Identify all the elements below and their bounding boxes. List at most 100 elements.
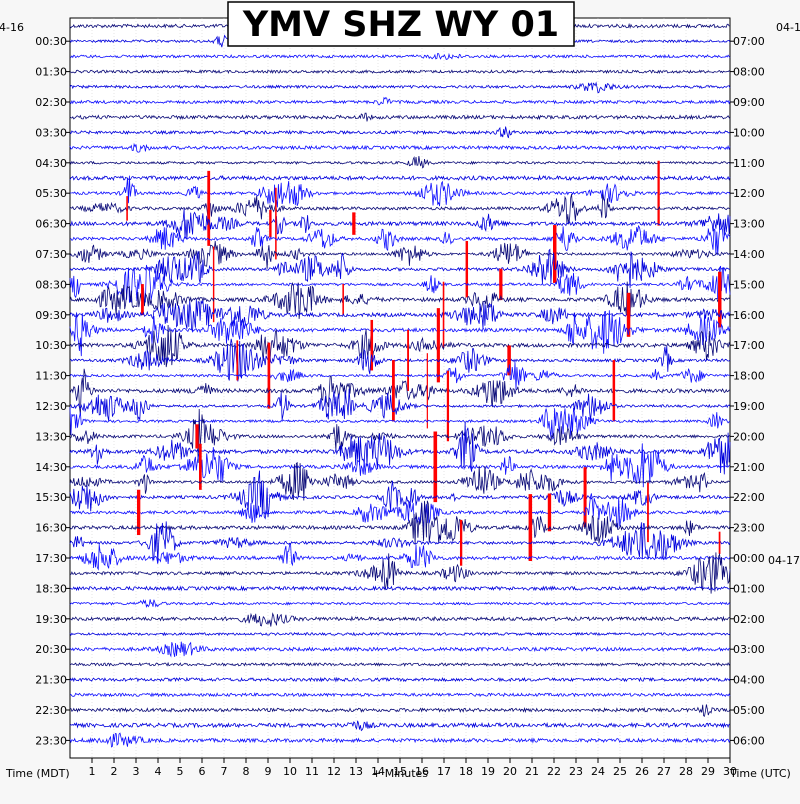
x-tick-label: 25 xyxy=(613,765,627,778)
left-time-label: 09:30 xyxy=(35,309,67,322)
x-tick-label: 15 xyxy=(393,765,407,778)
left-time-label: 16:30 xyxy=(35,522,67,535)
left-time-label: 18:30 xyxy=(35,582,67,595)
seismic-trace xyxy=(69,208,731,240)
x-tick-label: 28 xyxy=(679,765,693,778)
x-tick-label: 10 xyxy=(283,765,297,778)
x-tick-label: 12 xyxy=(327,765,341,778)
right-time-label: 16:00 xyxy=(733,309,765,322)
seismic-trace xyxy=(69,310,731,357)
right-time-label: 09:00 xyxy=(733,96,765,109)
left-time-label: 05:30 xyxy=(35,187,67,200)
seismic-trace xyxy=(70,704,731,717)
left-time-label: 22:30 xyxy=(35,704,67,717)
left-time-label: 21:30 xyxy=(35,674,67,687)
right-time-label: 15:00 xyxy=(733,278,765,291)
seismic-trace xyxy=(69,281,731,319)
seismic-traces xyxy=(69,22,731,748)
left-time-labels: 00:30 01:30 02:30 03:30 04:30 05:30 06:30 07:30… xyxy=(35,35,70,747)
left-time-label: 14:30 xyxy=(35,461,67,474)
seismic-trace xyxy=(69,493,731,529)
right-time-label: 18:00 xyxy=(733,370,765,383)
seismic-trace xyxy=(69,338,731,382)
right-axis-label: Time (UTC) xyxy=(729,767,791,780)
x-tick-label: 2 xyxy=(111,765,118,778)
seismic-trace xyxy=(69,96,731,106)
x-tick-label: 17 xyxy=(437,765,451,778)
x-tick-label: 16 xyxy=(415,765,429,778)
left-time-label: 20:30 xyxy=(35,643,67,656)
x-tick-label: 8 xyxy=(243,765,250,778)
seismic-trace xyxy=(69,224,731,256)
right-time-label: 06:00 xyxy=(733,734,765,747)
left-time-label: 08:30 xyxy=(35,278,67,291)
left-time-label: 15:30 xyxy=(35,491,67,504)
x-tick-label: 13 xyxy=(349,765,363,778)
x-tick-label: 27 xyxy=(657,765,671,778)
seismic-trace xyxy=(69,585,731,592)
left-time-label: 19:30 xyxy=(35,613,67,626)
seismic-trace xyxy=(69,732,731,748)
left-time-label: 00:30 xyxy=(35,35,67,48)
seismic-trace xyxy=(70,69,731,75)
x-tick-label: 6 xyxy=(199,765,206,778)
seismic-trace xyxy=(69,194,731,225)
x-tick-label: 11 xyxy=(305,765,319,778)
seismic-trace xyxy=(69,112,731,122)
seismic-trace xyxy=(69,552,731,594)
seismic-trace xyxy=(69,720,731,732)
left-time-label: 23:30 xyxy=(35,734,67,747)
left-time-label: 04:30 xyxy=(35,157,67,170)
x-axis-label: + Minutes xyxy=(372,767,428,780)
right-time-label: 10:00 xyxy=(733,126,765,139)
x-tick-label: 21 xyxy=(525,765,539,778)
left-time-label: 07:30 xyxy=(35,248,67,261)
left-time-label: 01:30 xyxy=(35,66,67,79)
right-time-label: 02:00 xyxy=(733,613,765,626)
right-time-label: 01:00 xyxy=(733,582,765,595)
seismic-trace xyxy=(69,174,731,182)
right-time-label: 12:00 xyxy=(733,187,765,200)
left-time-label: 02:30 xyxy=(35,96,67,109)
right-time-label: 13:00 xyxy=(733,218,765,231)
seismic-trace xyxy=(69,692,731,698)
x-tick-label: 18 xyxy=(459,765,473,778)
x-tick-label: 23 xyxy=(569,765,583,778)
seismic-trace xyxy=(69,368,731,416)
seismic-trace xyxy=(69,324,731,368)
x-tick-label: 30 xyxy=(723,765,737,778)
seismic-trace xyxy=(69,299,731,332)
right-time-labels: 07:00 08:00 09:00 10:00 11:00 12:00 13:00 14:00… xyxy=(730,35,765,747)
seismic-trace xyxy=(69,500,731,545)
right-time-label: 21:00 xyxy=(733,461,765,474)
seismic-trace xyxy=(69,421,731,475)
x-tick-label: 1 xyxy=(89,765,96,778)
right-time-label: 19:00 xyxy=(733,400,765,413)
left-time-label: 10:30 xyxy=(35,339,67,352)
seismic-trace xyxy=(69,661,731,667)
x-axis-ticks: 1 2 3 4 5 6 7 8 9 10 11 12 13 14 15 16 17 18 19 20 21 22 23 24 2… xyxy=(89,758,737,778)
x-tick-label: 5 xyxy=(177,765,184,778)
left-axis-label: Time (MDT) xyxy=(5,767,70,780)
seismic-trace xyxy=(69,641,731,658)
right-time-label: 07:00 xyxy=(733,35,765,48)
left-time-label: 12:30 xyxy=(35,400,67,413)
seismic-trace xyxy=(69,543,731,571)
seismic-trace xyxy=(69,612,731,627)
x-tick-label: 26 xyxy=(635,765,649,778)
right-date-mid: 04-17 xyxy=(768,554,800,567)
left-time-label: 11:30 xyxy=(35,370,67,383)
seismic-trace xyxy=(69,599,731,609)
seismic-trace xyxy=(69,443,731,488)
seismic-trace xyxy=(69,155,731,169)
left-date-top: 04-16 xyxy=(0,21,24,34)
x-tick-label: 7 xyxy=(221,765,228,778)
left-time-label: 03:30 xyxy=(35,126,67,139)
left-time-label: 13:30 xyxy=(35,430,67,443)
left-time-label: 06:30 xyxy=(35,218,67,231)
x-tick-label: 3 xyxy=(133,765,140,778)
seismic-trace xyxy=(69,521,731,564)
seismic-trace xyxy=(69,81,731,94)
right-time-label: 17:00 xyxy=(733,339,765,352)
seismic-trace xyxy=(69,631,731,637)
